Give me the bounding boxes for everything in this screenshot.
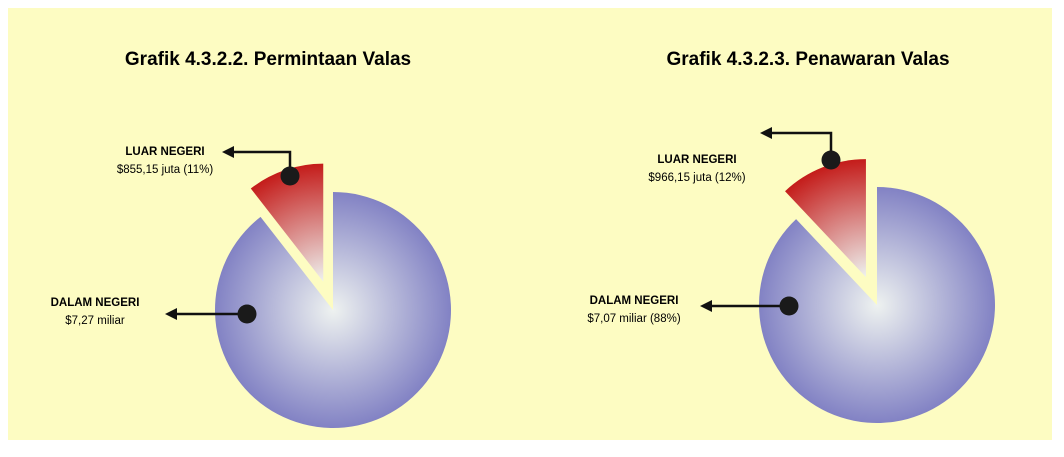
pie-slice (785, 159, 866, 278)
slice-label: LUAR NEGERI (657, 154, 736, 166)
chart-title: Grafik 4.3.2.2. Permintaan Valas (125, 49, 411, 70)
pie-slice (215, 192, 452, 428)
pie-slice (250, 163, 324, 282)
chart-title: Grafik 4.3.2.3. Penawaran Valas (666, 49, 949, 70)
leader-dot (821, 150, 841, 170)
leader-dot (779, 296, 799, 316)
arrow-head (222, 146, 234, 158)
leader-dot (280, 166, 300, 186)
pie-slice (759, 187, 995, 424)
slice-label: DALAM NEGERI (590, 295, 679, 307)
slice-value-label: $966,15 juta (12%) (648, 172, 745, 184)
slice-value-label: $7,07 miliar (88%) (587, 313, 680, 325)
slice-label: LUAR NEGERI (125, 146, 204, 158)
slice-value-label: $855,15 juta (11%) (117, 164, 213, 176)
slice-label: DALAM NEGERI (51, 297, 140, 309)
slice-value-label: $7,27 miliar (65, 315, 125, 327)
arrow-head (165, 308, 177, 320)
arrow-head (760, 127, 772, 139)
leader-dot (237, 304, 257, 324)
arrow-head (700, 300, 712, 312)
